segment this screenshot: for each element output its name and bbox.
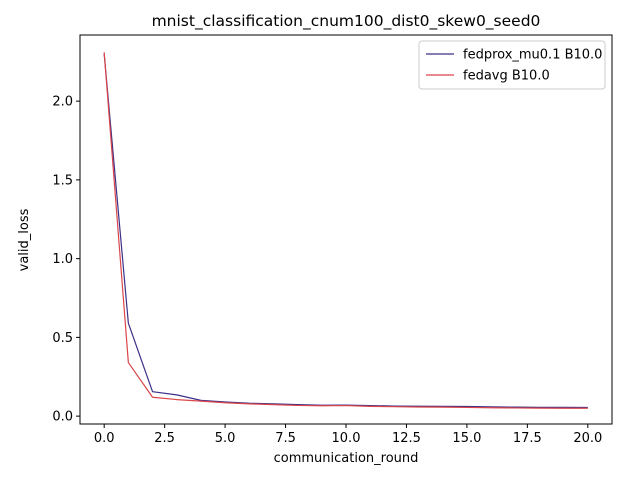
- legend-label-1: fedprox_mu0.1 B10.0: [463, 48, 602, 63]
- y-tick-label: 0.0: [52, 410, 73, 425]
- series-line-2: [103, 52, 588, 409]
- y-tick-label: 0.5: [52, 331, 73, 346]
- y-tick-label: 1.5: [52, 173, 73, 188]
- legend-box: [418, 40, 606, 90]
- plot-area: 0.0 2.5 5.0 7.5 10.0 12.5 15.0 17.5 20.0 0.0 0.5 1.…: [52, 34, 613, 446]
- x-tick-label: 20.0: [573, 431, 602, 446]
- y-tick-label: 1.0: [52, 252, 73, 267]
- x-tick-label: 5.0: [215, 431, 236, 446]
- x-tick-label: 12.5: [392, 431, 421, 446]
- x-tick-label: 2.5: [154, 431, 175, 446]
- legend-label-2: fedavg B10.0: [463, 69, 550, 84]
- x-tick-label: 7.5: [275, 431, 296, 446]
- y-axis-title: valid_loss: [17, 208, 32, 271]
- y-tick-label: 2.0: [52, 95, 73, 110]
- x-tick-label: 10.0: [332, 431, 361, 446]
- x-tick-label: 0.0: [94, 431, 115, 446]
- x-tick-label: 17.5: [513, 431, 542, 446]
- x-tick-label: 15.0: [452, 431, 481, 446]
- x-axis-title: communication_round: [274, 451, 419, 466]
- chart-title: mnist_classification_cnum100_dist0_skew0…: [152, 12, 541, 31]
